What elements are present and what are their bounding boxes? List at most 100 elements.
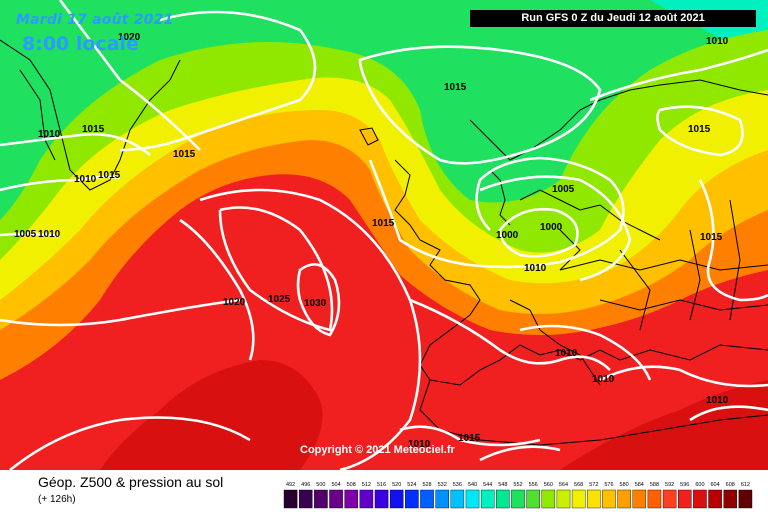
isobar-label: 1010 [592,374,615,385]
isobar-label: 1010 [524,263,547,274]
band-600 [100,360,323,470]
legend-value: 496 [301,482,310,488]
legend-swatch [480,489,495,509]
legend-swatch [465,489,480,509]
isobar-label: 1010 [706,36,729,47]
legend-swatch [329,489,343,509]
isobar-label: 1010 [555,348,578,359]
legend-value: 576 [604,482,613,488]
legend-value: 504 [331,482,340,488]
legend-swatch [405,489,419,509]
legend-value: 584 [635,482,644,488]
isobar-label: 1015 [458,433,481,444]
legend-swatch [738,489,753,509]
legend-swatch [435,489,449,509]
legend-swatch [693,489,707,509]
legend-value: 492 [286,482,295,488]
isobar-labels: 1020 1010 1015 1010 1010 1015 1015 1005 … [14,32,729,450]
legend-swatch [359,489,374,509]
band-600-east [560,380,768,470]
legend-value: 588 [650,482,659,488]
legend-swatch [647,489,662,509]
isobar-label: 1015 [82,124,105,135]
isobar-label: 1015 [98,170,121,181]
legend-swatch [511,489,525,509]
legend-value: 564 [559,482,568,488]
legend-value: 600 [695,482,704,488]
isobar-label: 1015 [700,232,723,243]
legend-value: 596 [680,482,689,488]
geopotential-map: 1020 1010 1015 1010 1010 1015 1015 1005 … [0,0,768,470]
isobar-label: 1025 [268,294,291,305]
legend-value: 580 [620,482,629,488]
isobar-label: 1010 [74,174,97,185]
legend-swatch [374,489,389,509]
legend-value: 604 [711,482,720,488]
legend-value: 540 [468,482,477,488]
legend-swatch [662,489,677,509]
legend-value: 532 [438,482,447,488]
legend-value: 612 [741,482,750,488]
legend-swatch [541,489,556,509]
legend-swatch [389,489,404,509]
legend-value: 528 [422,482,431,488]
isobar-label: 1010 [408,439,431,450]
legend-value: 552 [513,482,522,488]
legend-swatch [571,489,586,509]
legend-swatch [708,489,722,509]
legend-value: 516 [377,482,386,488]
legend-value: 536 [453,482,462,488]
legend-swatch [496,489,510,509]
legend-value: 508 [347,482,356,488]
legend-swatch [587,489,601,509]
isobar-label: 1015 [688,124,711,135]
isobar-label: 1010 [38,129,61,140]
isobar-label: 1010 [706,395,729,406]
legend-value: 568 [574,482,583,488]
legend-swatch [723,489,738,509]
legend-swatch [602,489,616,509]
forecast-lead-time: (+ 126h) [38,494,76,505]
legend-value: 560 [544,482,553,488]
legend-value: 592 [665,482,674,488]
legend-swatch [556,489,571,509]
isobar-label: 1005 [14,229,37,240]
legend-swatch [420,489,434,509]
legend-value: 608 [726,482,735,488]
isobar-label: 1020 [223,297,246,308]
legend-value: 572 [589,482,598,488]
isobar-label: 1010 [38,229,61,240]
forecast-date: Mardi 17 août 2021 [16,12,174,28]
isobar-label: 1000 [540,222,563,233]
legend-swatch [617,489,631,509]
legend-swatch [298,489,313,509]
legend-value: 544 [483,482,492,488]
legend-value: 520 [392,482,401,488]
legend-swatch [283,489,298,509]
isobar-label: 1000 [496,230,519,241]
isobar-label: 1005 [552,184,575,195]
forecast-time: 8:00 locale [22,33,139,55]
map-title: Géop. Z500 & pression au sol [38,474,224,490]
model-run-label: Run GFS 0 Z du Jeudi 12 août 2021 [470,10,756,27]
legend-swatch [677,489,692,509]
legend-value: 524 [407,482,416,488]
isobar-label: 1015 [173,149,196,160]
isobars [0,0,768,470]
legend-swatch [314,489,328,509]
legend-swatch [450,489,465,509]
isobar-label: 1015 [372,218,395,229]
isobar-label: 1020 [118,32,141,43]
legend-value: 548 [498,482,507,488]
legend-value: 556 [529,482,538,488]
isobar-label: 1015 [444,82,467,93]
colour-scale-legend: 492 496 500 504 508 512 516 520 524 528 532 536 540 5… [283,482,753,509]
legend-swatch [344,489,359,509]
legend-swatch [526,489,540,509]
legend-swatch [632,489,647,509]
legend-value: 512 [362,482,371,488]
isobar-label: 1030 [304,298,327,309]
copyright-notice: Copyright © 2021 Meteociel.fr [300,444,455,456]
legend-value: 500 [316,482,325,488]
